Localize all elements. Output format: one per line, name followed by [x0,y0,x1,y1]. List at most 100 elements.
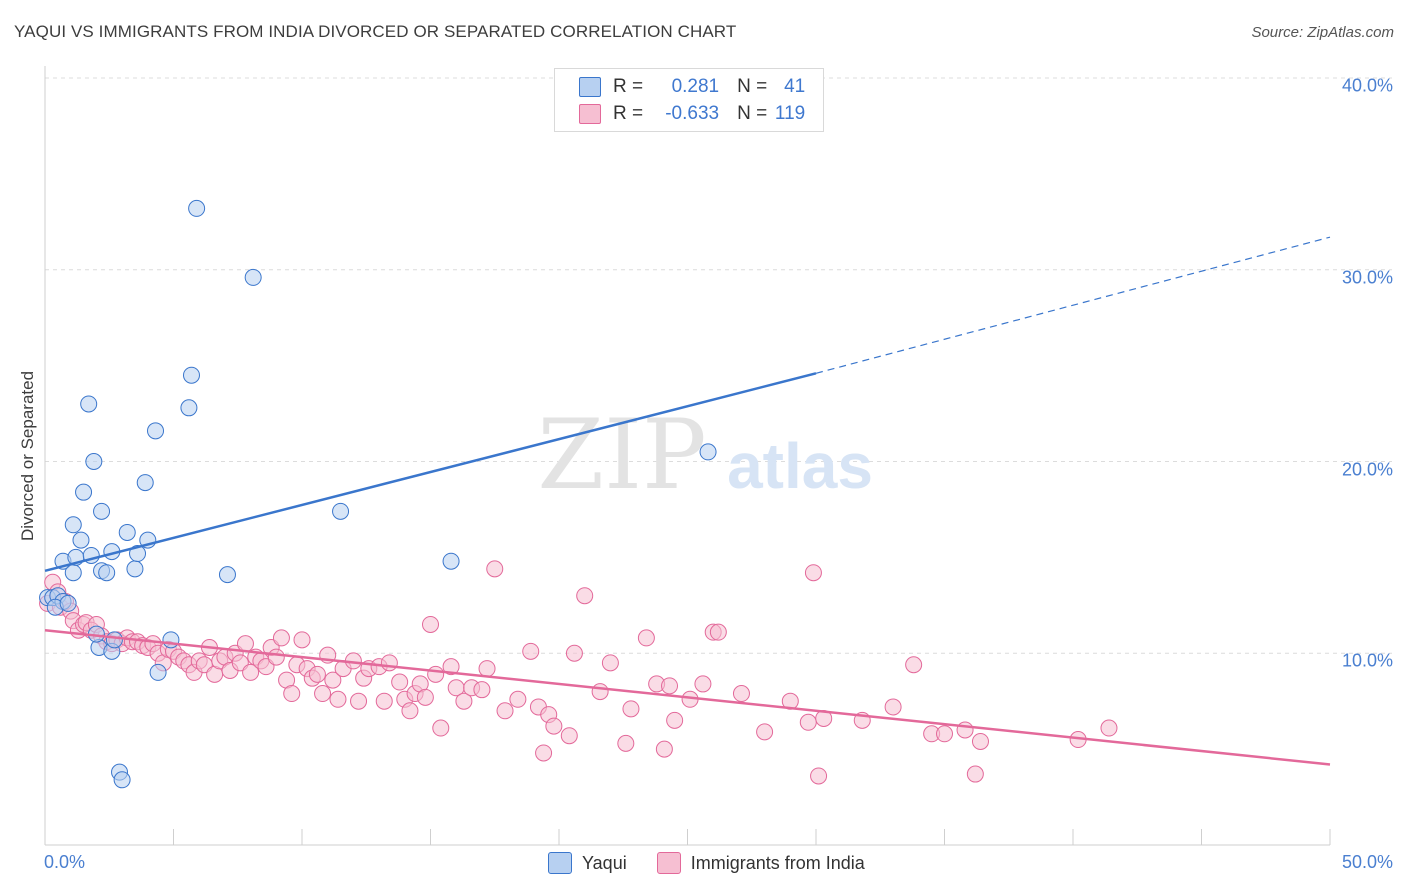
data-point-yaqui [442,552,460,570]
data-point-india [350,692,368,710]
data-point-india [694,675,712,693]
data-point-yaqui [162,631,180,649]
legend-label-india: Immigrants from India [690,852,865,873]
data-point-india [576,587,594,605]
data-point-india [314,685,332,703]
data-point-india [936,725,953,743]
data-point-india [442,658,460,676]
data-point-india [545,717,563,735]
data-point-yaqui [180,399,198,417]
data-point-india [709,623,727,641]
data-point-india [804,564,822,582]
legend-r-label: R = [613,103,644,124]
data-point-yaqui [332,502,350,520]
data-point-india [522,642,540,660]
data-point-yaqui [93,502,111,520]
x-tick-label-min: 0.0% [44,852,86,872]
data-point-india [473,681,491,699]
data-point-yaqui [113,771,131,789]
data-point-india [884,698,902,716]
watermark: ZIP atlas [537,399,873,511]
data-point-yaqui [64,564,82,582]
data-point-yaqui [147,422,165,440]
trend-line-yaqui [44,372,817,573]
legend-row-india: R = -0.633 N = 119 [579,101,805,127]
stats-legend: R = 0.281 N = 41 R = -0.633 N = 119 [554,68,824,132]
x-tick-label-max: 50.0% [1341,852,1393,872]
trend-lines [44,236,1331,766]
legend-label-yaqui: Yaqui [582,852,627,873]
trend-line-india [44,628,1331,766]
data-point-india [971,732,989,750]
legend-r-label: R = [613,76,644,97]
data-point-india [535,744,553,762]
data-point-yaqui [64,516,82,534]
legend-item-india[interactable]: Immigrants from India [656,852,865,874]
data-point-india [416,688,434,706]
data-point-india [799,713,817,731]
legend-item-yaqui[interactable]: Yaqui [548,852,627,874]
legend-r-value-india: -0.633 [665,103,720,124]
data-point-yaqui [129,545,147,563]
watermark-atlas: atlas [727,430,873,502]
data-point-yaqui [72,531,90,549]
chart-title: YAQUI VS IMMIGRANTS FROM INDIA DIVORCED … [14,22,737,41]
series-legend: Yaqui Immigrants from India [548,852,895,874]
data-point-india [591,683,609,701]
data-point-india [617,734,635,752]
data-point-india [732,685,750,703]
data-point-india [509,690,527,708]
data-point-india [380,654,398,672]
data-point-india [655,740,673,758]
legend-n-value-india: 119 [774,103,806,124]
y-tick-label: 30.0% [1341,267,1393,288]
data-point-india [622,700,640,718]
data-point-india [293,631,311,649]
data-point-india [272,629,290,647]
data-point-india [1100,719,1118,737]
legend-swatch-india [656,852,681,874]
data-point-india [486,560,504,578]
data-point-yaqui [699,443,717,461]
data-point-yaqui [59,594,77,612]
data-point-yaqui [188,199,206,217]
legend-n-value-yaqui: 41 [784,76,806,97]
data-point-yaqui [244,268,262,286]
data-point-india [308,665,326,683]
data-point-yaqui [182,366,200,384]
data-point-yaqui [98,564,116,582]
y-tick-label: 10.0% [1341,650,1393,671]
data-point-india [496,702,514,720]
data-point-india [283,685,301,703]
data-point-india [601,654,619,672]
data-point-india [267,648,285,666]
data-point-india [455,692,473,710]
data-point-india [560,727,578,745]
data-point-yaqui [118,523,136,541]
data-point-india [956,721,974,739]
legend-swatch-india [579,104,601,124]
y-tick-label: 40.0% [1341,75,1393,96]
data-point-india [391,673,409,691]
legend-n-label: N = [737,76,768,97]
data-point-yaqui [218,566,236,584]
data-point-yaqui [149,663,167,681]
data-point-india [242,663,260,681]
legend-n-label: N = [737,103,768,124]
data-point-india [329,690,347,708]
legend-row-yaqui: R = 0.281 N = 41 [579,74,805,100]
data-point-india [401,702,419,720]
watermark-zip: ZIP [537,399,706,511]
legend-swatch-yaqui [548,852,572,874]
trend-line-yaqui-extension [815,236,1331,374]
data-point-yaqui [105,631,123,649]
data-point-india [637,629,655,647]
data-point-yaqui [136,474,154,492]
data-point-india [565,644,583,662]
axes [44,66,1331,846]
data-point-yaqui [80,395,98,413]
data-point-india [236,635,254,653]
data-point-india [666,711,684,729]
data-point-india [756,723,774,741]
